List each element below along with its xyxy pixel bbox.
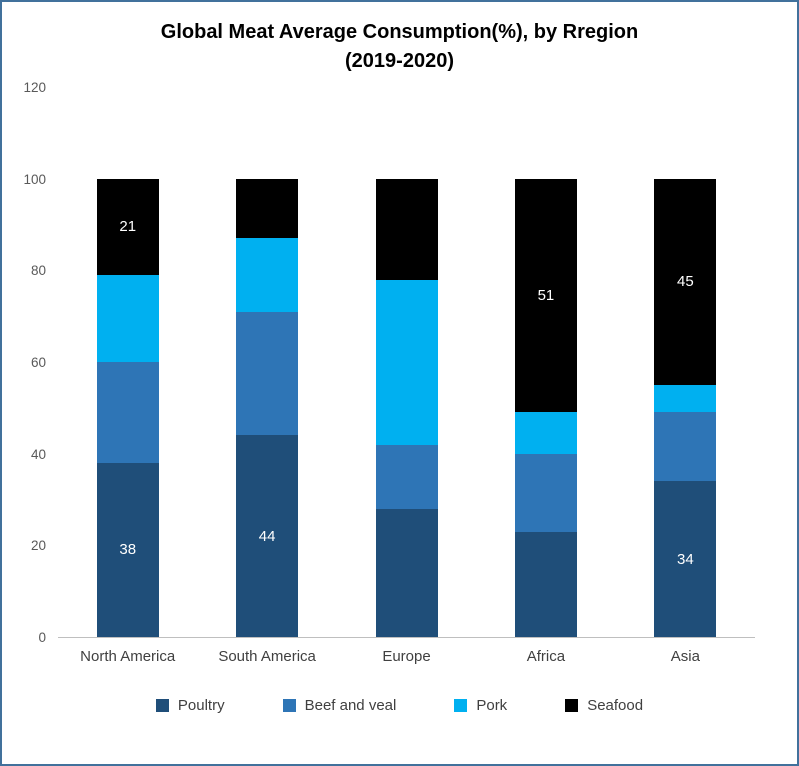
- bar-segment-poultry[interactable]: 38: [96, 462, 159, 637]
- y-axis-tick-label: 20: [30, 538, 46, 554]
- bar-column: 34 45: [616, 88, 755, 637]
- bar-segment-beef-and-veal[interactable]: [236, 311, 299, 436]
- bar-segment-poultry[interactable]: 44: [236, 435, 299, 637]
- bar-segment-poultry[interactable]: 34: [654, 481, 717, 637]
- stacked-bar: 34 45: [654, 178, 717, 637]
- bar-segment-pork[interactable]: [96, 274, 159, 363]
- stacked-bar: [375, 178, 438, 637]
- y-axis-tick-label: 100: [23, 171, 46, 187]
- legend-item-poultry[interactable]: Poultry: [155, 697, 225, 714]
- bar-segment-beef-and-veal[interactable]: [654, 412, 717, 482]
- bar-segment-seafood[interactable]: [375, 178, 438, 280]
- x-axis-category-label: North America: [80, 648, 176, 665]
- bar-segment-seafood[interactable]: [236, 178, 299, 239]
- legend-label: Beef and veal: [304, 697, 397, 714]
- bar-column: [337, 88, 476, 637]
- bar-segment-pork[interactable]: [236, 238, 299, 312]
- data-label: 21: [119, 218, 137, 236]
- legend-swatch: [454, 699, 468, 712]
- chart-title: Global Meat Average Consumption(%), by R…: [2, 2, 797, 76]
- bar-column: 44: [197, 88, 336, 637]
- bar-segment-seafood[interactable]: 51: [514, 178, 577, 413]
- chart-title-line2: (2019-2020): [345, 50, 454, 72]
- legend-label: Seafood: [587, 697, 644, 714]
- bar-segment-seafood[interactable]: 45: [654, 178, 717, 385]
- legend-item-beef-and-veal[interactable]: Beef and veal: [282, 697, 397, 714]
- legend-swatch: [282, 699, 296, 712]
- data-label: 51: [537, 287, 555, 305]
- x-axis-category-label: Europe: [382, 648, 431, 665]
- bar-segment-poultry[interactable]: [514, 531, 577, 637]
- x-axis-category-label: Africa: [526, 648, 566, 665]
- data-label: 34: [676, 550, 694, 568]
- bar-column: 51: [476, 88, 615, 637]
- y-axis-tick-label: 40: [30, 446, 46, 462]
- bar-segment-beef-and-veal[interactable]: [514, 453, 577, 532]
- bar-segment-seafood[interactable]: 21: [96, 178, 159, 275]
- legend-label: Pork: [476, 697, 508, 714]
- y-axis-tick-label: 80: [30, 263, 46, 279]
- x-axis: North America South America Europe Africa As…: [58, 648, 755, 665]
- stacked-bar: 51: [514, 178, 577, 637]
- bar-column: 38 21: [58, 88, 197, 637]
- legend-item-seafood[interactable]: Seafood: [565, 697, 643, 714]
- legend-swatch: [565, 699, 579, 712]
- legend: Poultry Beef and veal Pork Seafood: [2, 697, 797, 714]
- data-label: 45: [676, 273, 694, 291]
- data-label: 38: [119, 541, 137, 559]
- bar-segment-beef-and-veal[interactable]: [96, 362, 159, 463]
- bar-segment-pork[interactable]: [514, 412, 577, 454]
- y-axis-tick-label: 0: [38, 630, 46, 645]
- x-axis-category-label: South America: [218, 648, 316, 665]
- legend-swatch: [155, 699, 169, 712]
- plot-area: 38 21 44 51 34 45: [58, 88, 755, 638]
- legend-item-pork[interactable]: Pork: [454, 697, 507, 714]
- y-axis-tick-label: 60: [30, 355, 46, 370]
- bar-segment-pork[interactable]: [654, 384, 717, 413]
- bar-segment-beef-and-veal[interactable]: [375, 444, 438, 509]
- bar-segment-poultry[interactable]: [375, 508, 438, 637]
- chart-area: 0 20 40 60 80 100 120 38 21 44 51 34 45: [12, 80, 755, 645]
- y-axis-tick-label: 120: [23, 80, 46, 95]
- stacked-bar: 38 21: [96, 178, 159, 637]
- data-label: 44: [258, 527, 276, 545]
- legend-label: Poultry: [177, 697, 225, 714]
- bar-segment-pork[interactable]: [375, 279, 438, 445]
- chart-title-line1: Global Meat Average Consumption(%), by R…: [160, 21, 639, 43]
- stacked-bar: 44: [236, 178, 299, 637]
- y-axis: 0 20 40 60 80 100 120: [12, 80, 58, 645]
- x-axis-category-label: Asia: [670, 648, 700, 665]
